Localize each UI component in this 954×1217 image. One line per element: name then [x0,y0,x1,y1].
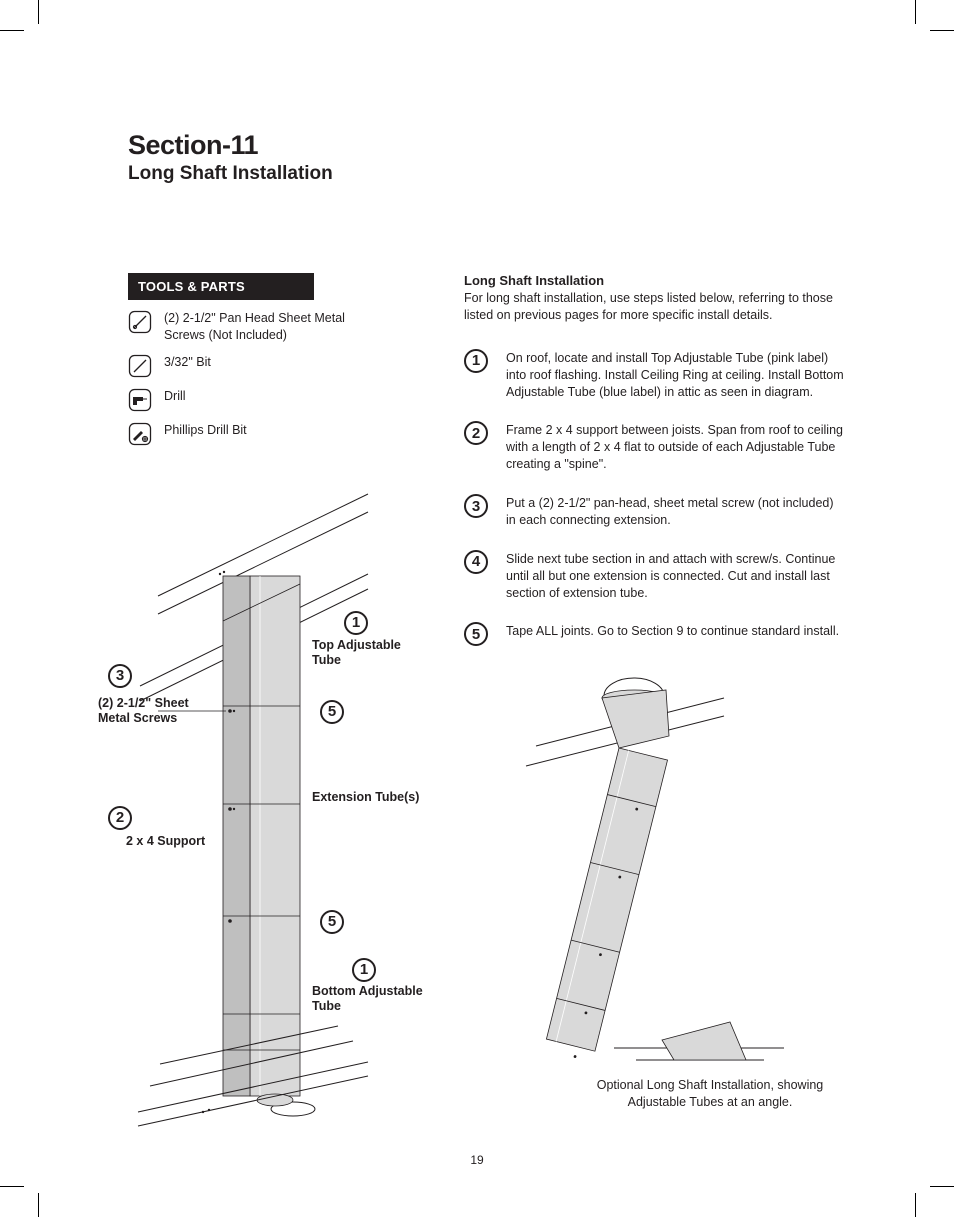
left-column: TOOLS & PARTS (2) 2-1/2" Pan Head Sheet … [128,273,428,1166]
step-text: Tape ALL joints. Go to Section 9 to cont… [506,623,839,640]
right-diagram: Optional Long Shaft Installation, showin… [464,668,844,1098]
angled-tube-diagram [464,668,844,1088]
tool-item: Phillips Drill Bit [128,422,428,446]
page: Section-11 Long Shaft Installation TOOLS… [0,0,954,1217]
tool-label: (2) 2-1/2" Pan Head Sheet Metal Screws (… [164,310,354,344]
tools-list: (2) 2-1/2" Pan Head Sheet Metal Screws (… [128,310,428,446]
left-diagram: 1 Top Adjustable Tube 3 (2) 2-1/2" Sheet… [98,486,428,1166]
label-top-tube: Top Adjustable Tube [312,638,422,669]
section-title: Section-11 Long Shaft Installation [128,130,844,185]
step: 5 Tape ALL joints. Go to Section 9 to co… [464,623,844,646]
step-number: 4 [464,550,488,574]
drill-icon [128,388,152,412]
step-text: On roof, locate and install Top Adjustab… [506,350,844,401]
tools-header: TOOLS & PARTS [128,273,314,300]
crop-mark [38,0,39,24]
crop-mark [0,30,24,31]
step-number: 2 [464,421,488,445]
label-support: 2 x 4 Support [126,834,226,850]
install-intro: For long shaft installation, use steps l… [464,290,844,324]
section-number: Section-11 [128,130,844,161]
step-number: 3 [464,494,488,518]
step-number: 1 [464,349,488,373]
callout-3: 3 [108,664,132,688]
tool-item: Drill [128,388,428,412]
crop-mark [930,30,954,31]
label-screws: (2) 2-1/2" Sheet Metal Screws [98,696,198,727]
crop-mark [915,1193,916,1217]
step: 4 Slide next tube section in and attach … [464,551,844,602]
screw-icon [128,310,152,334]
step-text: Put a (2) 2-1/2" pan-head, sheet metal s… [506,495,844,529]
label-bottom-tube: Bottom Adjustable Tube [312,984,432,1015]
page-number: 19 [470,1153,483,1167]
step-number: 5 [464,622,488,646]
label-ext-tube: Extension Tube(s) [312,790,432,806]
callout-1b: 1 [352,958,376,982]
phillips-icon [128,422,152,446]
bit-icon [128,354,152,378]
crop-mark [0,1186,24,1187]
callout-5b: 5 [320,910,344,934]
step-text: Frame 2 x 4 support between joists. Span… [506,422,844,473]
tool-item: 3/32" Bit [128,354,428,378]
install-title: Long Shaft Installation [464,273,844,288]
callout-5a: 5 [320,700,344,724]
tool-label: 3/32" Bit [164,354,211,371]
right-column: Long Shaft Installation For long shaft i… [464,273,844,1166]
step-text: Slide next tube section in and attach wi… [506,551,844,602]
tool-item: (2) 2-1/2" Pan Head Sheet Metal Screws (… [128,310,428,344]
tool-label: Phillips Drill Bit [164,422,247,439]
tool-label: Drill [164,388,186,405]
crop-mark [930,1186,954,1187]
step: 3 Put a (2) 2-1/2" pan-head, sheet metal… [464,495,844,529]
step: 1 On roof, locate and install Top Adjust… [464,350,844,401]
section-subtitle: Long Shaft Installation [128,163,844,185]
callout-2: 2 [108,806,132,830]
tube-diagram [98,486,458,1166]
callout-1: 1 [344,611,368,635]
crop-mark [915,0,916,24]
content-columns: TOOLS & PARTS (2) 2-1/2" Pan Head Sheet … [128,273,844,1166]
step: 2 Frame 2 x 4 support between joists. Sp… [464,422,844,473]
optional-caption: Optional Long Shaft Installation, showin… [580,1077,840,1111]
crop-mark [38,1193,39,1217]
